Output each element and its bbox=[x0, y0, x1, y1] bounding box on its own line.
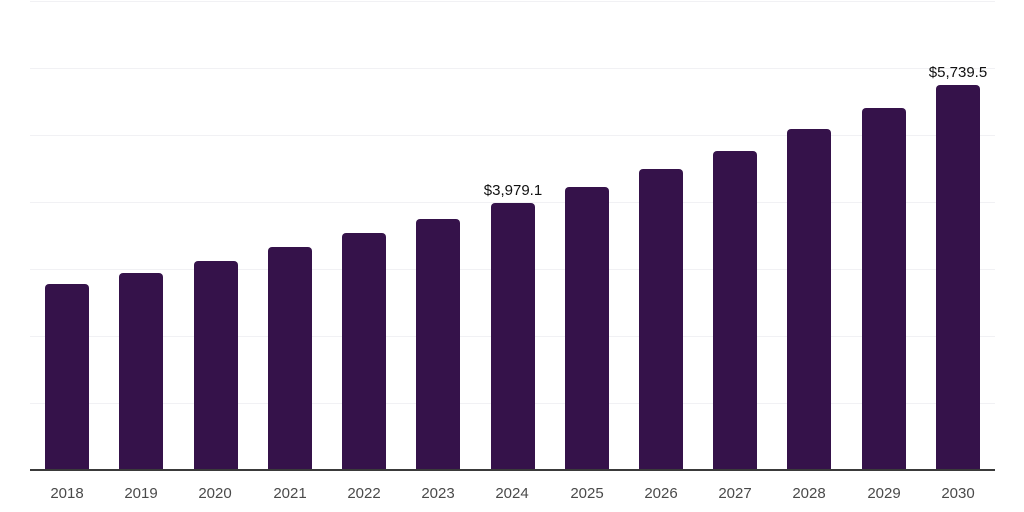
bar-2022 bbox=[342, 233, 386, 470]
data-label-2030: $5,739.5 bbox=[928, 64, 988, 81]
bar-2029 bbox=[862, 108, 906, 470]
x-tick-label-2019: 2019 bbox=[124, 485, 158, 502]
x-tick-label-2024: 2024 bbox=[495, 485, 529, 502]
bar-2027 bbox=[713, 151, 757, 470]
x-tick-label-2030: 2030 bbox=[941, 485, 975, 502]
bar-2019 bbox=[119, 273, 163, 470]
x-tick-label-2027: 2027 bbox=[718, 485, 752, 502]
bar-2023 bbox=[416, 219, 460, 470]
x-tick-label-2028: 2028 bbox=[792, 485, 826, 502]
bar-2020 bbox=[194, 261, 238, 470]
x-tick-label-2018: 2018 bbox=[50, 485, 84, 502]
x-tick-label-2020: 2020 bbox=[198, 485, 232, 502]
x-tick-label-2025: 2025 bbox=[570, 485, 604, 502]
x-tick-label-2022: 2022 bbox=[347, 485, 381, 502]
bar-2021 bbox=[268, 247, 312, 470]
gridline bbox=[30, 202, 995, 203]
plot-area: $3,979.1 $5,739.5 2018 2019 2020 2021 2022 202… bbox=[30, 0, 995, 512]
x-tick-label-2029: 2029 bbox=[867, 485, 901, 502]
bar-2026 bbox=[639, 169, 683, 470]
bar-2028 bbox=[787, 129, 831, 470]
bar-2025 bbox=[565, 187, 609, 470]
bar-2018 bbox=[45, 284, 89, 470]
gridline bbox=[30, 68, 995, 69]
bar-2030 bbox=[936, 85, 980, 470]
gridline bbox=[30, 135, 995, 136]
data-label-2024: $3,979.1 bbox=[483, 182, 543, 199]
x-axis-line bbox=[30, 469, 995, 471]
x-tick-label-2023: 2023 bbox=[421, 485, 455, 502]
bar-2024 bbox=[491, 203, 535, 470]
x-tick-label-2026: 2026 bbox=[644, 485, 678, 502]
gridline bbox=[30, 1, 995, 2]
x-tick-label-2021: 2021 bbox=[273, 485, 307, 502]
